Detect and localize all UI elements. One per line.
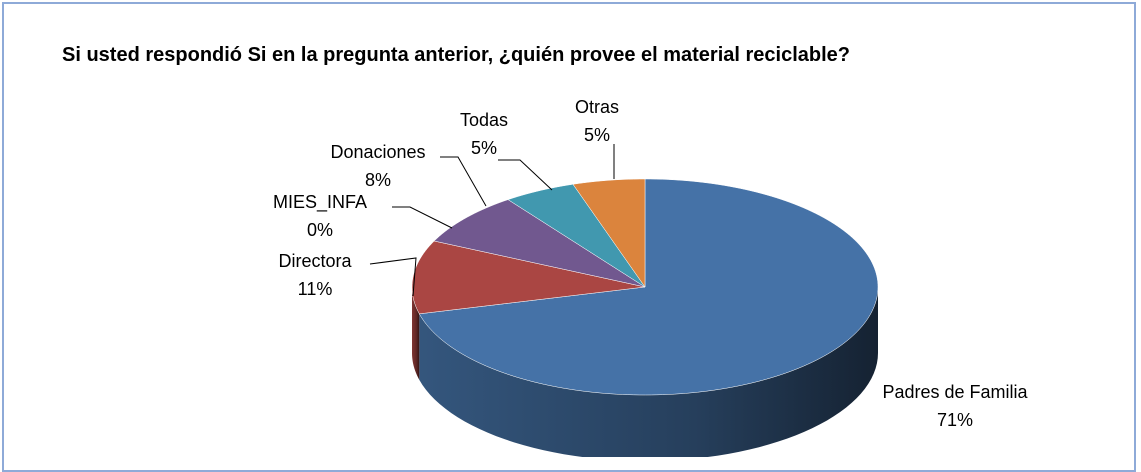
leader-line (392, 206, 453, 229)
slice-value-label: 5% (584, 125, 610, 145)
slice-label: Padres de Familia (882, 382, 1028, 402)
chart: Padres de Familia 71% Directora 11% MIES_INF… (273, 97, 1029, 457)
pie-slice (433, 199, 646, 288)
slice-value-label: 8% (365, 170, 391, 190)
slice-label: Otras (575, 97, 619, 117)
leader-line (440, 156, 487, 207)
leader-line (369, 257, 417, 297)
slice-value-label: 5% (471, 138, 497, 158)
chart-title: Si usted respondió Si en la pregunta ant… (62, 44, 850, 66)
pie-slice (418, 178, 879, 396)
slice-label: MIES_INFA (273, 192, 367, 213)
leader-line (498, 159, 553, 191)
slice-value-label: 71% (937, 410, 973, 430)
slice-label: Todas (460, 110, 508, 130)
slice-value-label: 0% (307, 220, 333, 240)
pie-side (419, 287, 878, 457)
slice-label: Donaciones (330, 142, 425, 162)
pie-slice (507, 184, 646, 288)
slice-label: Directora (278, 251, 352, 271)
pie-slice (572, 178, 646, 288)
pie-side (412, 287, 420, 380)
pie-slice (411, 240, 646, 315)
slice-value-label: 11% (298, 279, 333, 299)
